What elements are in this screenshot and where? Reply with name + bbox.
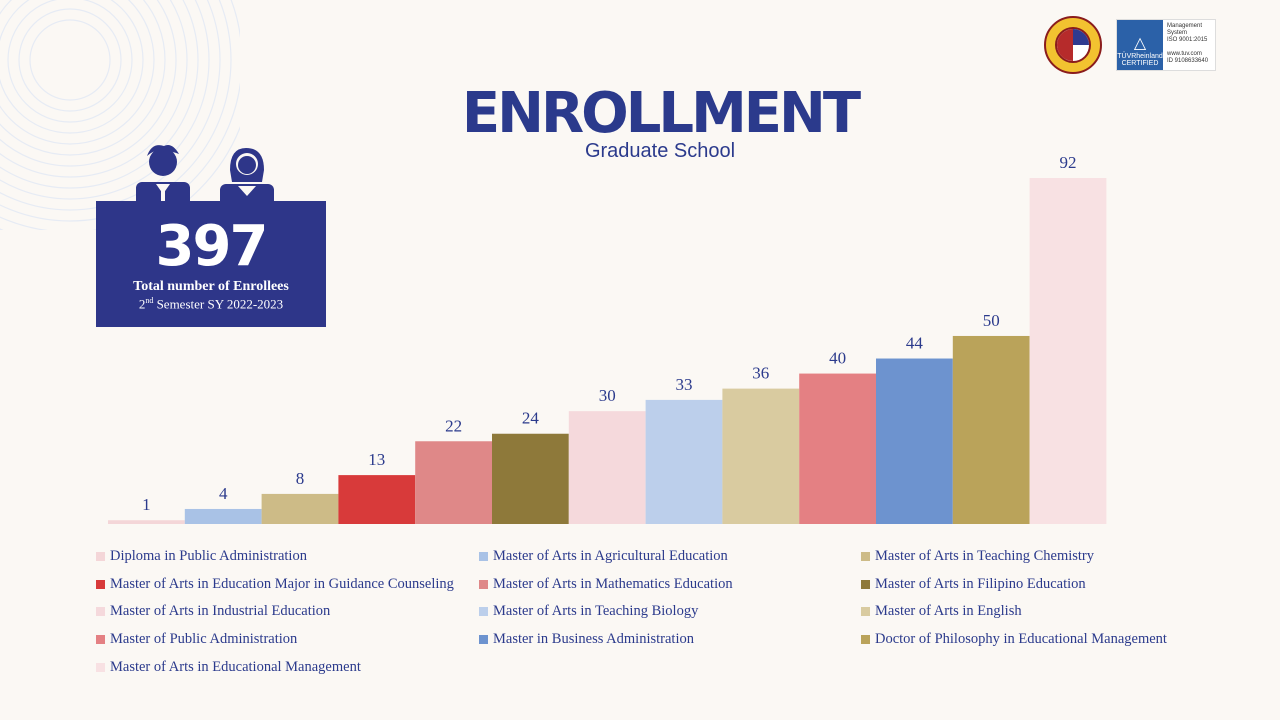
legend-swatch	[861, 607, 870, 617]
legend-swatch	[96, 662, 105, 672]
tuv-logo-icon: △ TÜVRheinland CERTIFIED	[1117, 20, 1163, 70]
legend-item: Master of Arts in Educational Management	[96, 659, 361, 676]
bar	[568, 411, 646, 524]
legend-label: Diploma in Public Administration	[110, 548, 307, 564]
legend-item: Master of Arts in Industrial Education	[96, 603, 330, 620]
legend-label: Master of Public Administration	[110, 631, 298, 648]
legend-item: Master in Business Administration	[479, 631, 694, 648]
bar-value-label: 24	[522, 409, 540, 428]
legend-swatch	[861, 635, 870, 645]
bar	[799, 373, 876, 524]
legend-item: Master of Arts in Mathematics Education	[479, 576, 733, 593]
bar	[1029, 178, 1107, 524]
legend-item: Master of Arts in Teaching Biology	[479, 603, 698, 620]
bar	[492, 433, 569, 524]
bar-value-label: 30	[599, 386, 616, 405]
legend-label: Master of Arts in Filipino Education	[875, 575, 1086, 592]
legend-item: Master of Arts in Filipino Education	[861, 576, 1086, 593]
total-enrollees-card: 397 Total number of Enrollees 2nd Semest…	[96, 201, 326, 327]
legend-label: Master of Arts in Agricultural Education	[493, 548, 728, 564]
decorative-ring	[0, 0, 199, 189]
legend-item: Master of Arts in Agricultural Education	[479, 548, 728, 565]
legend-item: Master of Public Administration	[96, 631, 297, 648]
legend-swatch	[479, 579, 488, 589]
logo-area: △ TÜVRheinland CERTIFIED Management Syst…	[1044, 16, 1216, 74]
bar	[415, 441, 492, 524]
legend-swatch	[96, 607, 105, 617]
legend-label: Master of Arts in Teaching Chemistry	[875, 548, 1095, 564]
legend-item: Doctor of Philosophy in Educational Mana…	[861, 631, 1167, 648]
legend-item: Master of Arts in Teaching Chemistry	[861, 548, 1094, 565]
bar-value-label: 8	[296, 469, 305, 488]
bar	[184, 508, 262, 524]
decorative-ring	[7, 0, 133, 123]
bar-value-label: 33	[676, 375, 693, 394]
decorative-ring	[0, 0, 155, 145]
decorative-ring	[0, 0, 144, 134]
legend-swatch	[861, 579, 870, 589]
total-enrollees-label: Total number of Enrollees	[133, 279, 289, 294]
legend-swatch	[479, 607, 488, 617]
legend-item: Master of Arts in Education Major in Gui…	[96, 576, 454, 593]
decorative-ring	[0, 0, 221, 211]
bar-value-label: 22	[445, 416, 462, 435]
bar	[645, 399, 723, 524]
bar	[952, 335, 1030, 524]
tuv-certification-badge: △ TÜVRheinland CERTIFIED Management Syst…	[1116, 19, 1216, 71]
legend-swatch	[96, 635, 105, 645]
decorative-ring	[18, 8, 122, 112]
bar	[722, 388, 800, 524]
certification-text: Management System ISO 9001:2015 www.tuv.…	[1167, 23, 1209, 64]
page-subtitle: Graduate School	[584, 140, 736, 162]
total-enrollees-number: 397	[155, 214, 269, 279]
semester-label: 2nd Semester SY 2022-2023	[138, 296, 284, 312]
legend-label: Master of Arts in English	[875, 603, 1022, 620]
legend-swatch	[861, 552, 870, 561]
legend-label: Doctor of Philosophy in Educational Mana…	[875, 631, 1167, 648]
legend-item: Diploma in Public Administration	[96, 548, 307, 565]
university-seal-icon	[1044, 16, 1102, 74]
bar	[338, 475, 416, 524]
decorative-ring	[0, 0, 188, 178]
legend-item: Master of Arts in English	[861, 603, 1022, 620]
bar	[876, 358, 953, 524]
decorative-rings	[0, 0, 240, 230]
bar-value-label: 1	[142, 495, 151, 514]
page-title: ENROLLMENT	[461, 81, 861, 146]
bar-value-label: 4	[219, 484, 228, 503]
decorative-ring	[0, 0, 210, 200]
bar-value-label: 44	[906, 334, 924, 353]
bar-value-label: 92	[1060, 153, 1077, 172]
legend-label: Master of Arts in Mathematics Education	[493, 575, 733, 592]
decorative-ring	[29, 19, 111, 101]
legend-swatch	[96, 579, 105, 589]
legend-swatch	[479, 552, 488, 561]
legend-swatch	[96, 552, 105, 561]
bar-value-label: 36	[752, 364, 769, 383]
legend-label: Master of Arts in Teaching Biology	[493, 603, 699, 620]
legend-swatch	[479, 635, 488, 645]
legend-label: Master of Arts in Education Major in Gui…	[110, 575, 454, 592]
decorative-ring	[0, 0, 166, 156]
legend-label: Master in Business Administration	[493, 631, 694, 648]
bar-value-label: 50	[983, 311, 1000, 330]
bar	[261, 493, 339, 524]
decorative-ring	[0, 0, 232, 222]
legend-label: Master of Arts in Educational Management	[110, 658, 361, 675]
bar-value-label: 40	[829, 349, 846, 368]
bar-value-label: 13	[368, 450, 385, 469]
legend-label: Master of Arts in Industrial Education	[110, 603, 331, 620]
decorative-ring	[0, 0, 177, 167]
bar	[108, 520, 185, 524]
